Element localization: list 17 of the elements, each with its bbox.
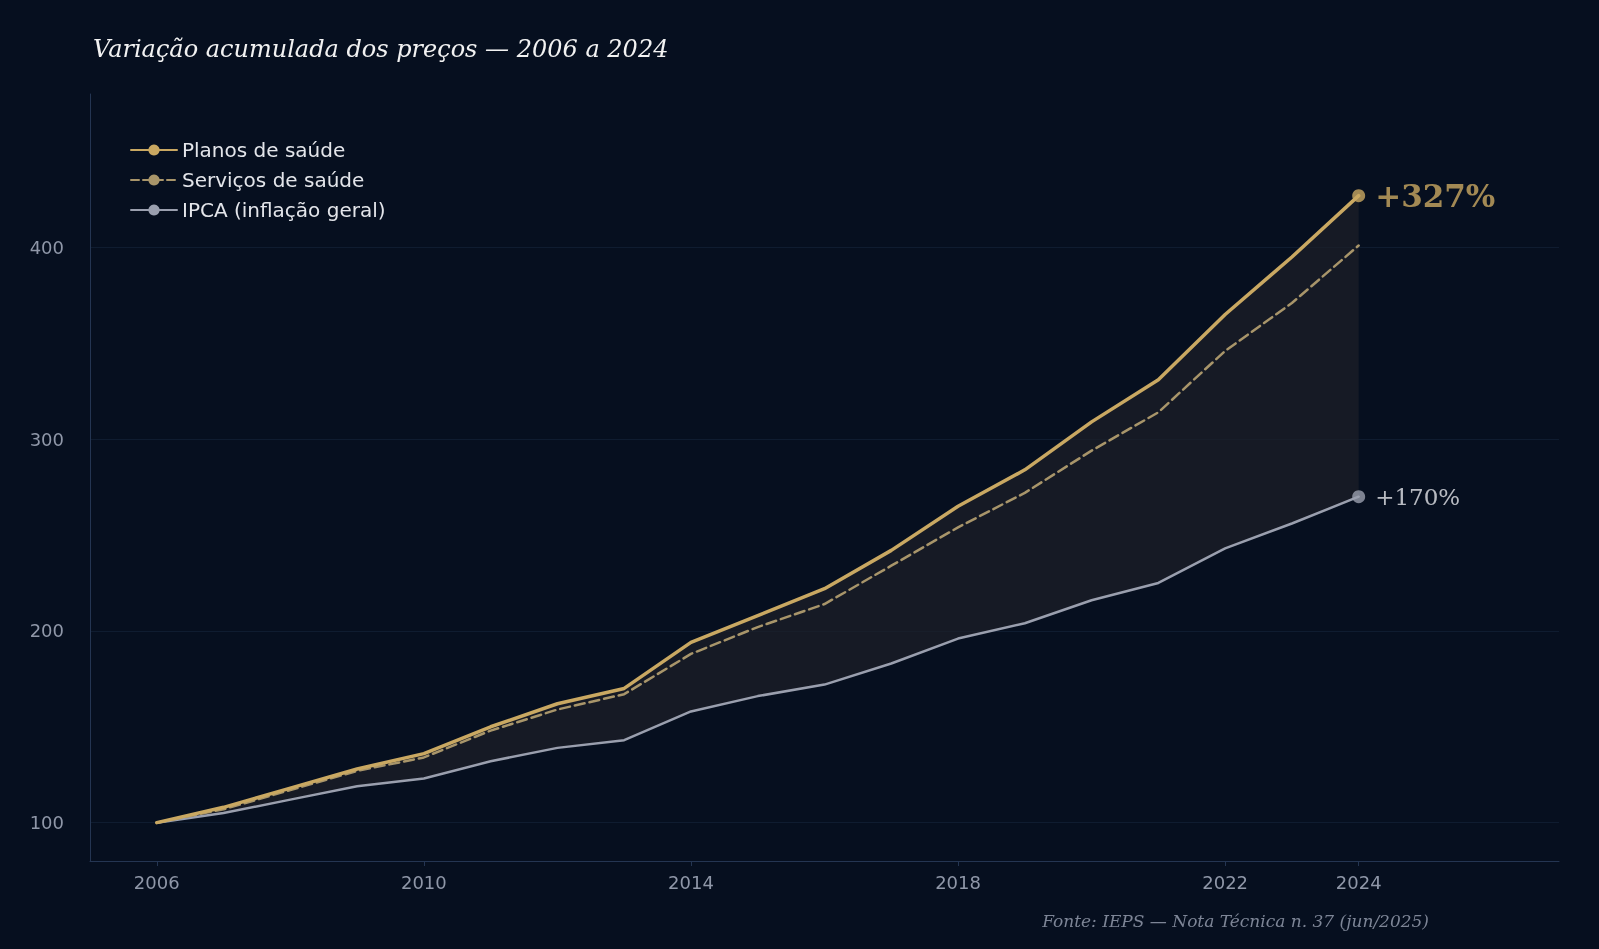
x-tick-label: 2024	[1335, 871, 1382, 893]
legend-label: IPCA (inflação geral)	[182, 198, 386, 222]
legend-label: Serviços de saúde	[182, 168, 365, 192]
x-tick-label: 2014	[668, 871, 714, 893]
annotation: +327%	[1375, 177, 1496, 214]
x-tick-label: 2010	[400, 871, 447, 893]
x-tick-label: 2018	[935, 871, 981, 893]
legend-label: Planos de saúde	[182, 138, 346, 162]
source-note: Fonte: IEPS — Nota Técnica n. 37 (jun/2025)	[1041, 910, 1430, 931]
y-tick-label: 200	[29, 620, 64, 642]
y-tick-label: 300	[29, 428, 64, 450]
x-tick-label: 2006	[133, 871, 180, 893]
y-tick-label: 400	[29, 236, 64, 258]
annotation: +170%	[1375, 483, 1461, 510]
y-tick-label: 100	[29, 812, 64, 834]
chart-title: Variação acumulada dos preços — 2006 a 2024	[93, 35, 669, 63]
x-tick-label: 2022	[1202, 871, 1249, 893]
